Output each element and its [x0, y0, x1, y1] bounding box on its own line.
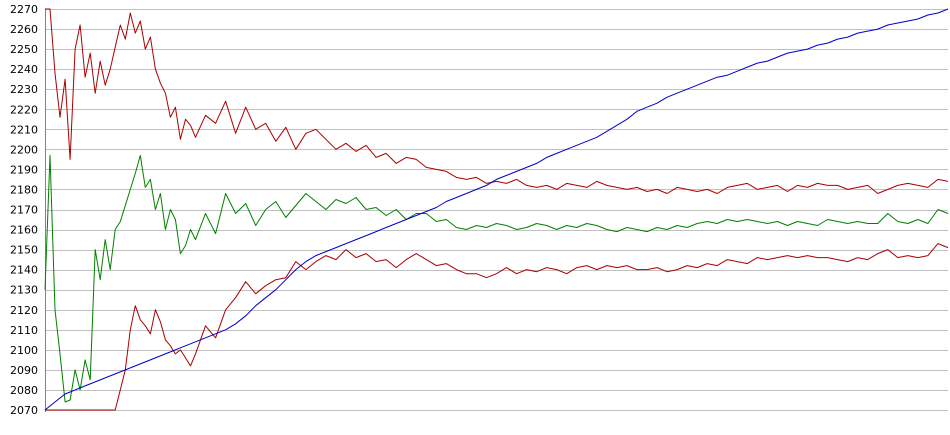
y-tick-label: 2260 — [10, 23, 38, 36]
trend-line — [44, 8, 949, 411]
y-tick-label: 2110 — [10, 324, 38, 337]
y-tick-label: 2230 — [10, 83, 38, 96]
series-lines — [44, 8, 949, 411]
y-tick-label: 2250 — [10, 43, 38, 56]
y-tick-label: 2140 — [10, 264, 38, 277]
y-tick-label: 2200 — [10, 143, 38, 156]
y-tick-label: 2070 — [10, 404, 38, 417]
y-tick-label: 2240 — [10, 63, 38, 76]
y-tick-label: 2210 — [10, 123, 38, 136]
y-tick-label: 2100 — [10, 344, 38, 357]
y-tick-label: 2150 — [10, 244, 38, 257]
y-tick-label: 2160 — [10, 224, 38, 237]
y-axis-tick-labels: 2070 2080 2090 2100 2110 2120 2130 2140 2150 2160… — [10, 3, 38, 417]
y-tick-label: 2120 — [10, 304, 38, 317]
middle-line — [44, 154, 949, 403]
y-tick-label: 2090 — [10, 364, 38, 377]
y-tick-label: 2190 — [10, 163, 38, 176]
y-tick-label: 2080 — [10, 384, 38, 397]
y-tick-label: 2180 — [10, 183, 38, 196]
y-tick-label: 2220 — [10, 103, 38, 116]
lower-band-line — [45, 243, 949, 411]
y-tick-label: 2130 — [10, 284, 38, 297]
upper-band-line — [45, 8, 949, 194]
y-tick-label: 2170 — [10, 204, 38, 217]
horizontal-gridlines — [45, 9, 948, 411]
y-tick-label: 2270 — [10, 3, 38, 16]
